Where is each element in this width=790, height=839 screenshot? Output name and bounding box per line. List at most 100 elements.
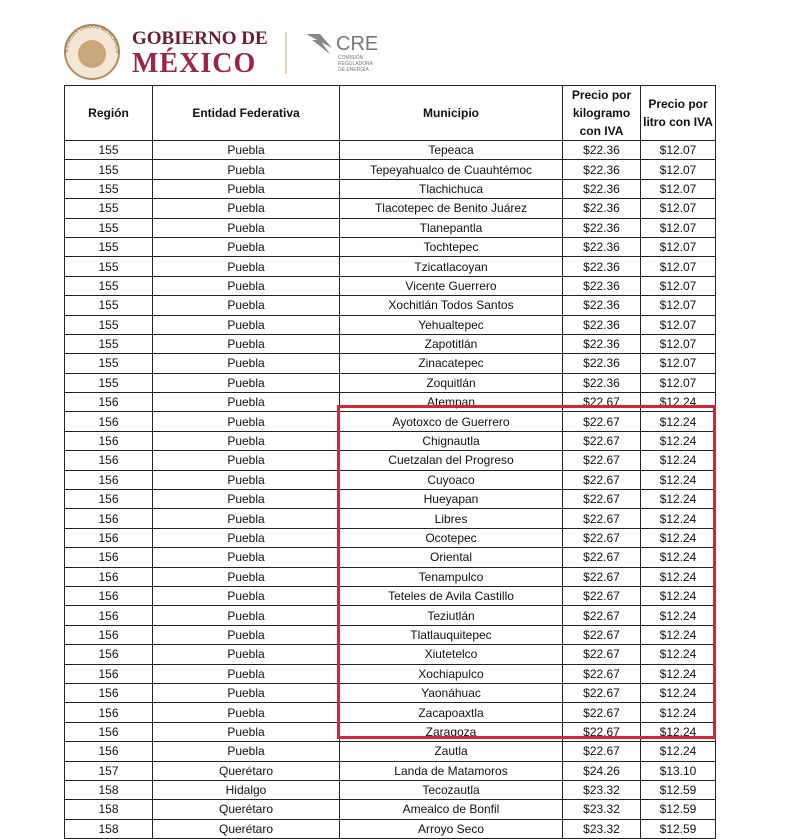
cell: Zapotitlán (339, 333, 563, 355)
table-row: 156 Puebla Teziutlán $22.67 $12.24 (64, 605, 716, 626)
cell: $22.67 (562, 566, 641, 587)
cell: Puebla (152, 217, 340, 238)
table-row: 156 Puebla Zacapoaxtla $22.67 $12.24 (64, 702, 716, 723)
cell: Tecozautla (339, 779, 563, 801)
cell: Tlanepantla (339, 217, 563, 238)
table-row: 156 Puebla Tenampulco $22.67 $12.24 (64, 566, 716, 587)
cell: $22.67 (562, 489, 641, 510)
cell: Puebla (152, 450, 340, 471)
cell: Puebla (152, 469, 340, 491)
cell: $22.67 (562, 392, 641, 413)
cell: Querétaro (152, 818, 340, 839)
cell: $22.67 (562, 624, 641, 646)
table-row: 156 Puebla Atempan $22.67 $12.24 (64, 392, 716, 413)
table-row: 158 Querétaro Amealco de Bonfil $23.32 $12.5… (64, 799, 716, 820)
cell: 155 (64, 139, 153, 161)
table-row: 156 Puebla Ocotepec $22.67 $12.24 (64, 527, 716, 549)
cell: $22.36 (562, 275, 641, 297)
cell: $12.07 (640, 198, 716, 219)
table-row: 158 Querétaro Arroyo Seco $23.32 $12.59 (64, 818, 716, 839)
cell: $22.67 (562, 585, 641, 607)
cell: Puebla (152, 585, 340, 607)
table-row: 156 Puebla Chignautla $22.67 $12.24 (64, 430, 716, 452)
cell: Teziutlán (339, 605, 563, 626)
cell: 155 (64, 372, 153, 394)
cell: 155 (64, 159, 153, 180)
cell: Puebla (152, 644, 340, 665)
cell: Puebla (152, 527, 340, 549)
cell: $12.07 (640, 353, 716, 374)
cell: $22.67 (562, 663, 641, 684)
table-row: 156 Puebla Teteles de Avila Castillo $22.67… (64, 585, 716, 607)
cell: $12.24 (640, 682, 716, 704)
cell: $12.07 (640, 159, 716, 180)
cell: Tlachichuca (339, 178, 563, 200)
table-row: 155 Puebla Xochitlán Todos Santos $22.36 $12… (64, 295, 716, 316)
cell: 156 (64, 547, 153, 568)
column-header: Entidad Federativa (152, 85, 340, 141)
cell: Tlacotepec de Benito Juárez (339, 198, 563, 219)
cell: $12.07 (640, 178, 716, 200)
table-row: 156 Puebla Zaragoza $22.67 $12.24 (64, 721, 716, 743)
table-row: 156 Puebla Cuetzalan del Progreso $22.67 $12… (64, 450, 716, 471)
table-row: 156 Puebla Cuyoaco $22.67 $12.24 (64, 469, 716, 491)
mexico: MÉXICO (132, 48, 256, 79)
cell: 155 (64, 295, 153, 316)
cell: Xiutetelco (339, 644, 563, 665)
cell: $12.07 (640, 295, 716, 316)
cell: 156 (64, 450, 153, 471)
cell: $22.67 (562, 430, 641, 452)
table-row: 156 Puebla Zautla $22.67 $12.24 (64, 741, 716, 762)
cell: $12.59 (640, 799, 716, 820)
cell: $22.36 (562, 295, 641, 316)
cell: Puebla (152, 178, 340, 200)
cell: Puebla (152, 721, 340, 743)
cell: Hidalgo (152, 779, 340, 801)
cell: $12.24 (640, 624, 716, 646)
cell: Ocotepec (339, 527, 563, 549)
table-row: 155 Puebla Yehualtepec $22.36 $12.07 (64, 314, 716, 335)
cell: 158 (64, 818, 153, 839)
column-header: Municipio (339, 85, 563, 141)
cell: 155 (64, 314, 153, 335)
cell: $12.24 (640, 508, 716, 529)
cell: Puebla (152, 275, 340, 297)
cell: 155 (64, 353, 153, 374)
cell: $22.67 (562, 508, 641, 529)
table-row: 155 Puebla Tzicatlacoyan $22.36 $12.07 (64, 256, 716, 277)
column-header: Región (64, 85, 153, 141)
cell: Puebla (152, 314, 340, 335)
cell: Arroyo Seco (339, 818, 563, 839)
cell: $23.32 (562, 818, 641, 839)
cell: $12.24 (640, 702, 716, 723)
table-row: 156 Puebla Xiutetelco $22.67 $12.24 (64, 644, 716, 665)
cell: $12.24 (640, 489, 716, 510)
cell: $12.07 (640, 275, 716, 297)
cre-sub: DE ENERGÍA (338, 66, 370, 73)
cell: Cuyoaco (339, 469, 563, 491)
cell: Puebla (152, 411, 340, 432)
cell: $12.07 (640, 372, 716, 394)
table-row: 158 Hidalgo Tecozautla $23.32 $12.59 (64, 779, 716, 801)
cell: $12.24 (640, 547, 716, 568)
table-row: 155 Puebla Tepeaca $22.36 $12.07 (64, 139, 716, 161)
cell: $12.24 (640, 392, 716, 413)
cell: Puebla (152, 236, 340, 258)
cre-sub: COMISIÓN (338, 54, 364, 61)
cell: Zaragoza (339, 721, 563, 743)
cell: Puebla (152, 295, 340, 316)
seal-center (78, 40, 106, 68)
cell: $22.36 (562, 178, 641, 200)
cell: Puebla (152, 702, 340, 723)
cell: $12.07 (640, 314, 716, 335)
table-row: 155 Puebla Tlanepantla $22.36 $12.07 (64, 217, 716, 238)
table-row: 157 Querétaro Landa de Matamoros $24.26 $13.… (64, 760, 716, 781)
cell: 158 (64, 779, 153, 801)
cell: 156 (64, 411, 153, 432)
cell: Yaonáhuac (339, 682, 563, 704)
cell: Tenampulco (339, 566, 563, 587)
table-row: 155 Puebla Tepeyahualco de Cuauhtémoc $22.3… (64, 159, 716, 180)
cell: 158 (64, 799, 153, 820)
cell: Puebla (152, 547, 340, 568)
